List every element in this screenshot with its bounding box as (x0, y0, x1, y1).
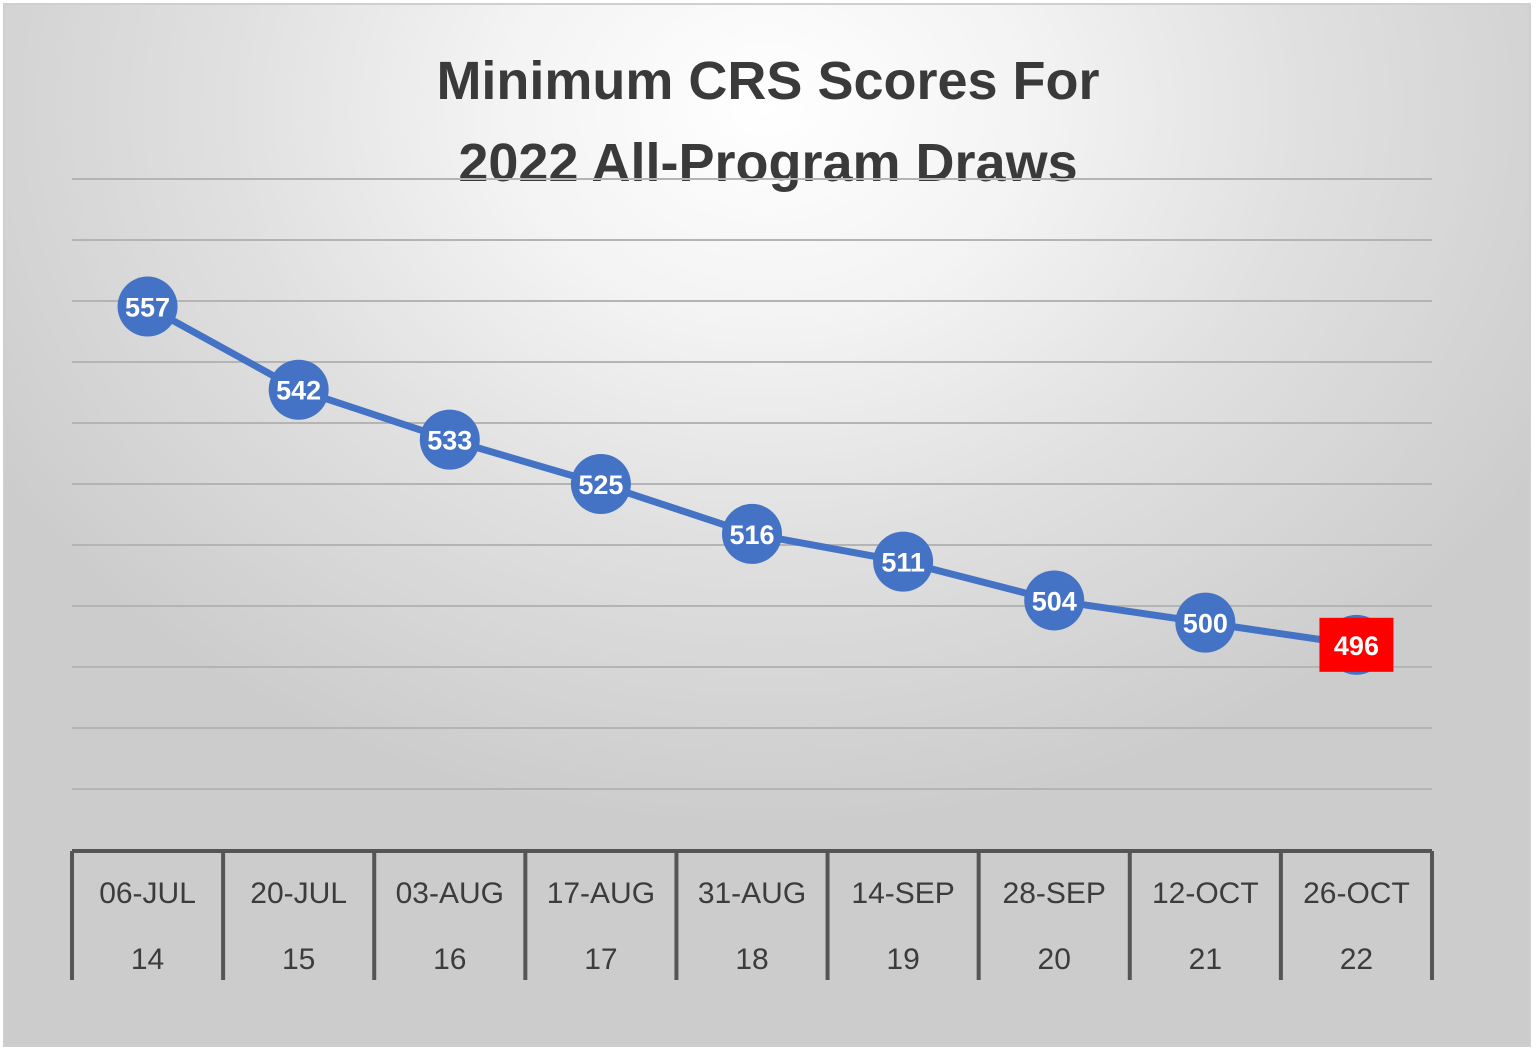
x-tick-sublabel: 16 (433, 943, 466, 976)
x-tick-sublabel: 21 (1189, 943, 1222, 976)
x-tick-sublabel: 20 (1038, 943, 1071, 976)
x-tick-sublabel: 18 (735, 943, 768, 976)
data-label: 525 (578, 470, 623, 500)
chart-title-line-1: Minimum CRS Scores For (436, 51, 1100, 111)
x-tick-sublabel: 22 (1340, 943, 1373, 976)
x-tick-label: 20-JUL (250, 877, 347, 910)
data-label: 533 (427, 426, 472, 456)
data-label: 496 (1334, 631, 1379, 661)
data-label: 542 (276, 376, 321, 406)
data-label: 511 (881, 548, 925, 578)
data-point (419, 409, 480, 470)
data-label: 504 (1032, 586, 1077, 616)
x-tick-label: 06-JUL (99, 877, 196, 910)
data-point (570, 454, 631, 514)
x-tick-sublabel: 14 (131, 943, 164, 976)
x-tick-label: 26-OCT (1303, 877, 1410, 910)
x-tick-label: 31-AUG (698, 877, 806, 910)
series-line (145, 303, 1357, 649)
x-tick-label: 17-AUG (547, 877, 655, 910)
x-tick-label: 14-SEP (851, 877, 954, 910)
chart-title-line-2: 2022 All-Program Draws (458, 133, 1078, 193)
data-point (268, 359, 329, 420)
data-point (1175, 592, 1236, 653)
x-tick-sublabel: 17 (584, 943, 617, 976)
highlight-label-box (1319, 617, 1394, 672)
data-label: 500 (1183, 609, 1228, 639)
x-tick-sublabel: 15 (282, 943, 315, 976)
x-tick-label: 03-AUG (396, 877, 504, 910)
x-tick-label: 12-OCT (1152, 877, 1259, 910)
data-point (1024, 570, 1085, 631)
data-label: 557 (125, 293, 170, 323)
data-point (873, 531, 934, 592)
data-point (117, 276, 178, 337)
data-point (722, 503, 782, 564)
data-label: 516 (729, 520, 774, 550)
x-tick-sublabel: 19 (886, 943, 919, 976)
x-tick-label: 28-SEP (1003, 877, 1106, 910)
chart-title: Minimum CRS Scores For 2022 All-Program … (0, 40, 1536, 204)
